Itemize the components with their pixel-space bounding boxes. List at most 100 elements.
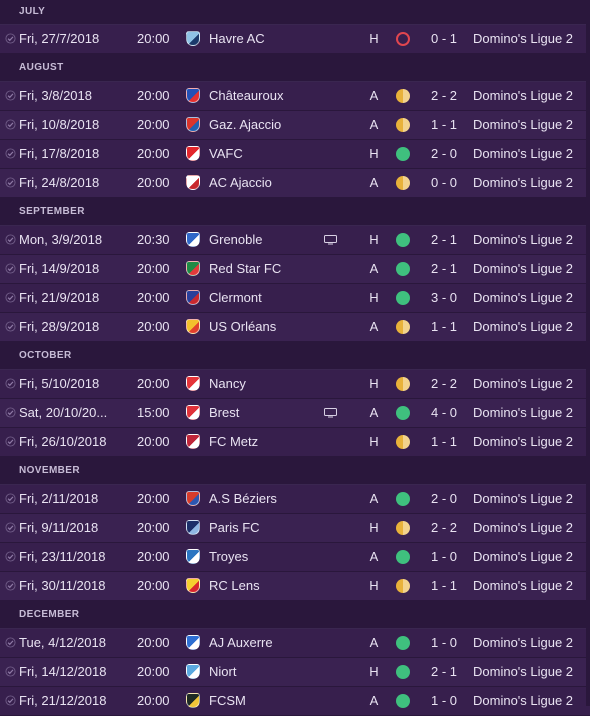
team-crest-icon bbox=[186, 313, 204, 341]
result-icon bbox=[396, 82, 410, 110]
fixture-row[interactable]: Fri, 27/7/2018 20:00 Havre AC H 0 - 1 Domino'… bbox=[0, 25, 590, 54]
fixture-row[interactable]: Fri, 23/11/2018 20:00 Troyes A 1 - 0 Domino's… bbox=[0, 543, 590, 572]
opponent-name[interactable]: FCSM bbox=[209, 693, 246, 708]
competition-name[interactable]: Domino's Ligue 2 bbox=[473, 261, 574, 276]
match-score: 1 - 0 bbox=[430, 635, 457, 650]
scrollbar[interactable] bbox=[586, 0, 590, 706]
competition-name[interactable]: Domino's Ligue 2 bbox=[473, 232, 574, 247]
competition-name[interactable]: Domino's Ligue 2 bbox=[473, 290, 574, 305]
team-crest-icon bbox=[186, 169, 204, 197]
venue-indicator: A bbox=[369, 549, 379, 564]
opponent-name[interactable]: A.S Béziers bbox=[209, 491, 277, 506]
match-score: 2 - 1 bbox=[430, 664, 457, 679]
check-icon bbox=[5, 82, 17, 110]
competition-name[interactable]: Domino's Ligue 2 bbox=[473, 491, 574, 506]
opponent-name[interactable]: Niort bbox=[209, 664, 237, 679]
competition-name[interactable]: Domino's Ligue 2 bbox=[473, 405, 574, 420]
result-icon bbox=[396, 514, 410, 542]
fixture-row[interactable]: Fri, 21/9/2018 20:00 Clermont H 3 - 0 Domino'… bbox=[0, 284, 590, 313]
team-crest-icon bbox=[186, 111, 204, 139]
venue-indicator: A bbox=[369, 491, 379, 506]
competition-name[interactable]: Domino's Ligue 2 bbox=[473, 693, 574, 708]
fixture-row[interactable]: Fri, 10/8/2018 20:00 Gaz. Ajaccio A 1 - 1 Dom… bbox=[0, 111, 590, 140]
result-icon bbox=[396, 658, 410, 686]
fixture-date: Fri, 27/7/2018 bbox=[19, 31, 100, 46]
fixture-row[interactable]: Fri, 24/8/2018 20:00 AC Ajaccio A 0 - 0 Domin… bbox=[0, 169, 590, 198]
opponent-name[interactable]: AC Ajaccio bbox=[209, 175, 272, 190]
venue-indicator: A bbox=[369, 88, 379, 103]
fixture-row[interactable]: Fri, 14/12/2018 20:00 Niort H 2 - 1 Domino's … bbox=[0, 658, 590, 687]
fixture-time: 20:00 bbox=[137, 175, 170, 190]
check-icon bbox=[5, 572, 17, 600]
competition-name[interactable]: Domino's Ligue 2 bbox=[473, 578, 574, 593]
opponent-name[interactable]: Havre AC bbox=[209, 31, 265, 46]
fixture-date: Fri, 9/11/2018 bbox=[19, 520, 99, 535]
opponent-name[interactable]: FC Metz bbox=[209, 434, 259, 449]
result-icon bbox=[396, 313, 410, 341]
competition-name[interactable]: Domino's Ligue 2 bbox=[473, 664, 574, 679]
month-header: NOVEMBER bbox=[0, 457, 590, 485]
match-score: 1 - 1 bbox=[430, 578, 457, 593]
month-header: JULY bbox=[0, 0, 590, 25]
fixture-time: 15:00 bbox=[137, 405, 170, 420]
competition-name[interactable]: Domino's Ligue 2 bbox=[473, 319, 574, 334]
competition-name[interactable]: Domino's Ligue 2 bbox=[473, 635, 574, 650]
tv-icon bbox=[324, 399, 340, 427]
fixture-row[interactable]: Fri, 21/12/2018 20:00 FCSM A 1 - 0 Domino's L… bbox=[0, 687, 590, 716]
fixture-time: 20:00 bbox=[137, 376, 170, 391]
team-crest-icon bbox=[186, 399, 204, 427]
team-crest-icon bbox=[186, 687, 204, 715]
opponent-name[interactable]: Grenoble bbox=[209, 232, 263, 247]
team-crest-icon bbox=[186, 370, 204, 398]
team-crest-icon bbox=[186, 485, 204, 513]
competition-name[interactable]: Domino's Ligue 2 bbox=[473, 175, 574, 190]
competition-name[interactable]: Domino's Ligue 2 bbox=[473, 549, 574, 564]
fixture-time: 20:00 bbox=[137, 635, 170, 650]
competition-name[interactable]: Domino's Ligue 2 bbox=[473, 117, 574, 132]
fixture-row[interactable]: Fri, 28/9/2018 20:00 US Orléans A 1 - 1 Domin… bbox=[0, 313, 590, 342]
fixture-date: Fri, 30/11/2018 bbox=[19, 578, 106, 593]
fixture-row[interactable]: Fri, 17/8/2018 20:00 VAFC H 2 - 0 Domino's Li… bbox=[0, 140, 590, 169]
fixture-time: 20:00 bbox=[137, 146, 170, 161]
fixture-row[interactable]: Fri, 3/8/2018 20:00 Châteauroux A 2 - 2 Domin… bbox=[0, 82, 590, 111]
competition-name[interactable]: Domino's Ligue 2 bbox=[473, 146, 574, 161]
check-icon bbox=[5, 169, 17, 197]
opponent-name[interactable]: Paris FC bbox=[209, 520, 260, 535]
check-icon bbox=[5, 629, 17, 657]
check-icon bbox=[5, 226, 17, 254]
opponent-name[interactable]: Gaz. Ajaccio bbox=[209, 117, 282, 132]
fixture-row[interactable]: Fri, 30/11/2018 20:00 RC Lens H 1 - 1 Domino'… bbox=[0, 572, 590, 601]
result-icon bbox=[396, 629, 410, 657]
tv-icon bbox=[324, 226, 340, 254]
opponent-name[interactable]: Troyes bbox=[209, 549, 249, 564]
opponent-name[interactable]: US Orléans bbox=[209, 319, 277, 334]
fixture-row[interactable]: Mon, 3/9/2018 20:30 Grenoble H 2 - 1 Domino's… bbox=[0, 226, 590, 255]
match-score: 1 - 1 bbox=[430, 434, 457, 449]
team-crest-icon bbox=[186, 226, 204, 254]
result-icon bbox=[396, 543, 410, 571]
fixture-row[interactable]: Fri, 2/11/2018 20:00 A.S Béziers A 2 - 0 Domi… bbox=[0, 485, 590, 514]
team-crest-icon bbox=[186, 284, 204, 312]
fixture-row[interactable]: Tue, 4/12/2018 20:00 AJ Auxerre A 1 - 0 Domin… bbox=[0, 629, 590, 658]
opponent-name[interactable]: AJ Auxerre bbox=[209, 635, 273, 650]
fixture-row[interactable]: Sat, 20/10/20... 15:00 Brest A 4 - 0 Domino's… bbox=[0, 399, 590, 428]
opponent-name[interactable]: Clermont bbox=[209, 290, 262, 305]
competition-name[interactable]: Domino's Ligue 2 bbox=[473, 88, 574, 103]
opponent-name[interactable]: Nancy bbox=[209, 376, 246, 391]
competition-name[interactable]: Domino's Ligue 2 bbox=[473, 520, 574, 535]
fixture-row[interactable]: Fri, 14/9/2018 20:00 Red Star FC A 2 - 1 Domi… bbox=[0, 255, 590, 284]
match-score: 2 - 0 bbox=[430, 491, 457, 506]
fixture-row[interactable]: Fri, 5/10/2018 20:00 Nancy H 2 - 2 Domino's L… bbox=[0, 370, 590, 399]
fixture-row[interactable]: Fri, 9/11/2018 20:00 Paris FC H 2 - 2 Domino'… bbox=[0, 514, 590, 543]
fixture-row[interactable]: Fri, 26/10/2018 20:00 FC Metz H 1 - 1 Domino'… bbox=[0, 428, 590, 457]
opponent-name[interactable]: Brest bbox=[209, 405, 240, 420]
opponent-name[interactable]: Red Star FC bbox=[209, 261, 282, 276]
competition-name[interactable]: Domino's Ligue 2 bbox=[473, 31, 574, 46]
opponent-name[interactable]: Châteauroux bbox=[209, 88, 284, 103]
check-icon bbox=[5, 111, 17, 139]
opponent-name[interactable]: RC Lens bbox=[209, 578, 260, 593]
competition-name[interactable]: Domino's Ligue 2 bbox=[473, 376, 574, 391]
fixture-time: 20:00 bbox=[137, 88, 170, 103]
opponent-name[interactable]: VAFC bbox=[209, 146, 243, 161]
competition-name[interactable]: Domino's Ligue 2 bbox=[473, 434, 574, 449]
